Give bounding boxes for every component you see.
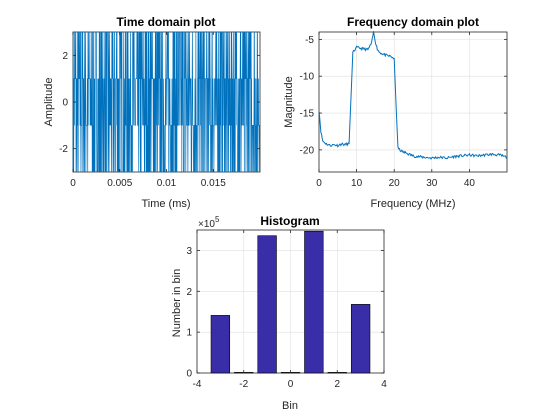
hist-xtick-label: 4 <box>381 379 387 390</box>
time-xlabel: Time (ms) <box>141 198 190 210</box>
time-title: Time domain plot <box>116 15 215 29</box>
freq-xtick-label: 30 <box>426 178 438 189</box>
freq-title: Frequency domain plot <box>347 15 479 29</box>
freq-plot-area <box>318 31 508 173</box>
time-xtick-label: 0.01 <box>157 178 177 189</box>
freq-xlabel: Frequency (MHz) <box>371 198 456 210</box>
time-series-line <box>72 31 260 173</box>
hist-ytick-label: 0 <box>186 369 192 380</box>
hist-xlabel: Bin <box>282 400 298 412</box>
time-xtick-label: 0.015 <box>201 178 226 189</box>
hist-exponent-power: 5 <box>215 215 220 224</box>
hist-plot-content <box>210 230 371 374</box>
time-ytick-label: 0 <box>62 98 68 109</box>
hist-xtick-label: -2 <box>239 379 248 390</box>
time-domain-axes: Time domain plot Time (ms) Amplitude 0 0.… <box>43 15 261 210</box>
hist-bar <box>257 235 277 374</box>
freq-plot-content <box>318 31 508 160</box>
freq-ytick-label: -20 <box>300 145 315 156</box>
time-ytick-label: 2 <box>62 51 68 62</box>
freq-xtick-label: 20 <box>389 178 401 189</box>
hist-xtick-label: 0 <box>288 379 294 390</box>
freq-ytick-label: -15 <box>300 109 315 120</box>
freq-ytick-label: -5 <box>305 35 314 46</box>
hist-ytick-label: 3 <box>186 246 192 257</box>
time-xtick-label: 0 <box>70 178 76 189</box>
time-xtick-label: 0.005 <box>107 178 132 189</box>
hist-bar <box>304 230 324 374</box>
time-ylabel: Amplitude <box>43 78 55 127</box>
hist-ytick-label: 1 <box>186 328 192 339</box>
frequency-domain-axes: Frequency domain plot Frequency (MHz) Ma… <box>283 15 508 210</box>
histogram-axes: Histogram Bin Number in bin ×105 -4 -2 0 2 4… <box>171 214 387 412</box>
time-plot-content <box>72 31 260 173</box>
hist-ylabel: Number in bin <box>171 269 183 337</box>
hist-bar <box>350 304 371 374</box>
freq-xtick-label: 40 <box>464 178 476 189</box>
time-ytick-label: -2 <box>59 144 68 155</box>
hist-xtick-label: 2 <box>334 379 340 390</box>
freq-xtick-label: 0 <box>316 178 322 189</box>
hist-exponent-base: ×10 <box>198 219 215 230</box>
freq-xtick-label: 10 <box>351 178 363 189</box>
freq-ytick-label: -10 <box>300 72 315 83</box>
hist-bar <box>210 315 231 374</box>
hist-ytick-label: 2 <box>186 287 192 298</box>
freq-series-line <box>318 31 508 160</box>
hist-exponent: ×105 <box>198 215 220 230</box>
hist-title: Histogram <box>260 214 319 228</box>
hist-xtick-label: -4 <box>193 379 202 390</box>
freq-ylabel: Magnitude <box>283 76 295 127</box>
